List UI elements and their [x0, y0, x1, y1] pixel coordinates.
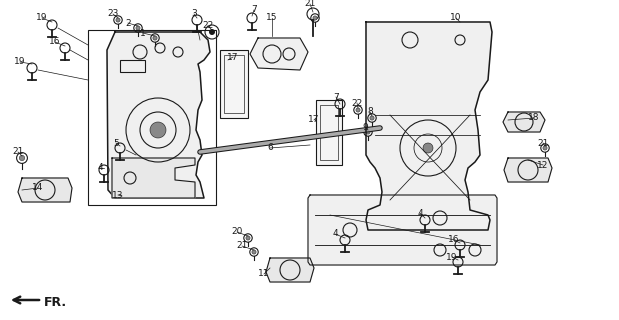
- Circle shape: [252, 250, 256, 254]
- Circle shape: [543, 146, 547, 150]
- Circle shape: [366, 130, 370, 134]
- Bar: [88, 30, 216, 205]
- Text: 19: 19: [37, 13, 48, 22]
- Text: 2: 2: [125, 19, 131, 28]
- Polygon shape: [112, 158, 195, 198]
- Circle shape: [209, 29, 215, 35]
- Circle shape: [150, 122, 166, 138]
- Circle shape: [19, 155, 25, 161]
- Text: 5: 5: [113, 139, 119, 148]
- Text: 3: 3: [191, 10, 197, 19]
- Circle shape: [356, 108, 360, 112]
- Text: 15: 15: [266, 13, 278, 22]
- Text: 6: 6: [267, 143, 273, 153]
- Text: 21: 21: [537, 139, 548, 148]
- Text: 21: 21: [236, 242, 248, 251]
- Text: 22: 22: [202, 21, 214, 30]
- Text: 16: 16: [448, 236, 460, 244]
- Text: FR.: FR.: [44, 295, 67, 308]
- Text: 4: 4: [332, 229, 338, 238]
- Text: 20: 20: [232, 228, 243, 236]
- Bar: [220, 50, 248, 118]
- Circle shape: [313, 16, 317, 20]
- Text: 7: 7: [251, 5, 257, 14]
- Text: 17: 17: [227, 52, 239, 61]
- Text: 16: 16: [50, 37, 61, 46]
- Polygon shape: [266, 258, 314, 282]
- Polygon shape: [107, 32, 210, 198]
- Text: 10: 10: [450, 13, 462, 22]
- Text: 18: 18: [528, 114, 540, 123]
- Polygon shape: [503, 112, 545, 132]
- Text: 9: 9: [362, 123, 368, 132]
- Text: 11: 11: [258, 269, 270, 278]
- Bar: [224, 55, 244, 113]
- Circle shape: [246, 236, 250, 240]
- Text: 23: 23: [107, 10, 119, 19]
- Circle shape: [153, 36, 157, 40]
- Polygon shape: [308, 195, 497, 265]
- Text: 19: 19: [446, 252, 457, 261]
- Text: 12: 12: [537, 161, 548, 170]
- Circle shape: [370, 116, 374, 120]
- Text: 1: 1: [140, 28, 146, 37]
- Text: 7: 7: [333, 92, 339, 101]
- Text: 21: 21: [12, 148, 24, 156]
- Text: 4: 4: [97, 164, 103, 172]
- Circle shape: [423, 143, 433, 153]
- Polygon shape: [250, 38, 308, 70]
- Text: 8: 8: [367, 108, 373, 116]
- Circle shape: [136, 26, 140, 30]
- Text: 4: 4: [417, 209, 423, 218]
- Text: 17: 17: [308, 116, 320, 124]
- Bar: [316, 100, 342, 165]
- Bar: [120, 60, 145, 72]
- Text: 22: 22: [352, 99, 363, 108]
- Text: 19: 19: [14, 58, 26, 67]
- Text: 14: 14: [32, 183, 44, 193]
- Text: 13: 13: [112, 190, 124, 199]
- Polygon shape: [366, 22, 492, 230]
- Polygon shape: [504, 158, 552, 182]
- Text: 21: 21: [305, 0, 316, 9]
- Circle shape: [116, 18, 120, 22]
- Polygon shape: [18, 178, 72, 202]
- Bar: [320, 105, 338, 160]
